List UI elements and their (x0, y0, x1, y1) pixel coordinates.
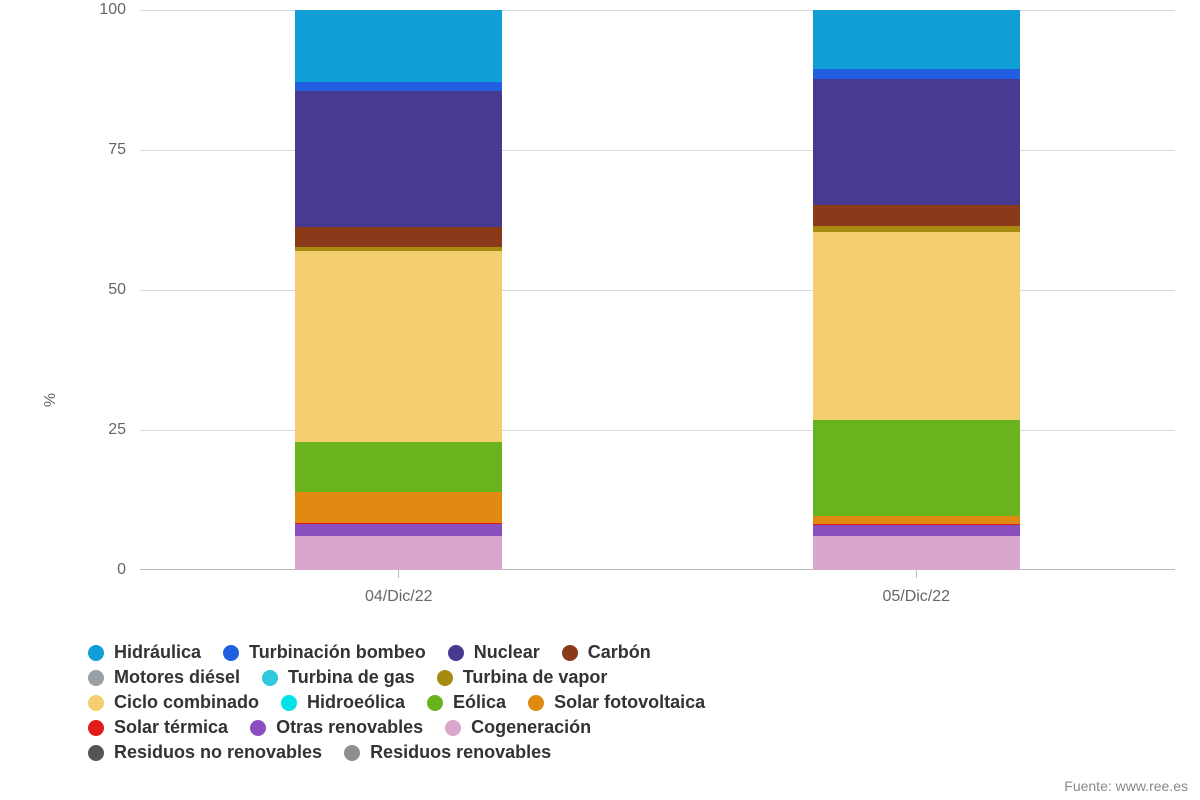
chart-legend: Hidráulica Turbinación bombeo Nuclear Carbó… (88, 642, 1138, 767)
bar-segment-eolica (295, 442, 502, 491)
y-axis-title-text: % (42, 393, 60, 407)
legend-swatch (448, 645, 464, 661)
legend-swatch (250, 720, 266, 736)
legend-label: Hidráulica (114, 642, 201, 663)
x-tick-mark (398, 570, 399, 578)
x-tick-label: 05/Dic/22 (882, 588, 950, 606)
legend-item-ciclo-combinado[interactable]: Ciclo combinado (88, 692, 259, 713)
legend-label: Nuclear (474, 642, 540, 663)
legend-swatch (427, 695, 443, 711)
bar-segment-otras-renovables (813, 525, 1020, 536)
bar-segment-turbina-de-vapor (295, 247, 502, 250)
y-tick-label: 25 (108, 421, 140, 439)
legend-item-residuos-renovables[interactable]: Residuos renovables (344, 742, 551, 763)
legend-item-nuclear[interactable]: Nuclear (448, 642, 540, 663)
legend-swatch (437, 670, 453, 686)
legend-item-solar-termica[interactable]: Solar térmica (88, 717, 228, 738)
legend-label: Turbina de vapor (463, 667, 608, 688)
bar-segment-solar-termica (295, 523, 502, 524)
legend-label: Residuos no renovables (114, 742, 322, 763)
bar-segment-solar-termica (813, 524, 1020, 525)
legend-swatch (88, 695, 104, 711)
y-tick-label: 75 (108, 141, 140, 159)
legend-item-solar-fotovoltaica[interactable]: Solar fotovoltaica (528, 692, 705, 713)
bar-segment-carbon (295, 227, 502, 248)
legend-label: Cogeneración (471, 717, 591, 738)
source-attribution: Fuente: www.ree.es (1064, 778, 1188, 794)
bar-segment-ciclo-combinado (295, 251, 502, 443)
legend-item-residuos-no-renovables[interactable]: Residuos no renovables (88, 742, 322, 763)
bar (295, 10, 502, 570)
legend-item-hidroeolica[interactable]: Hidroeólica (281, 692, 405, 713)
energy-generation-chart: % 025507510004/Dic/2205/Dic/22 Hidráulic… (0, 0, 1200, 800)
legend-swatch (223, 645, 239, 661)
legend-item-otras-renovables[interactable]: Otras renovables (250, 717, 423, 738)
legend-item-turbinacion-bombeo[interactable]: Turbinación bombeo (223, 642, 426, 663)
legend-swatch (445, 720, 461, 736)
legend-swatch (88, 745, 104, 761)
bar-segment-turbinacion-bombeo (813, 69, 1020, 79)
legend-label: Residuos renovables (370, 742, 551, 763)
bar (813, 10, 1020, 570)
legend-label: Carbón (588, 642, 651, 663)
legend-label: Motores diésel (114, 667, 240, 688)
legend-swatch (562, 645, 578, 661)
x-tick-mark (916, 570, 917, 578)
y-tick-label: 0 (117, 561, 140, 579)
legend-item-motores-diesel[interactable]: Motores diésel (88, 667, 240, 688)
legend-swatch (344, 745, 360, 761)
y-tick-label: 100 (99, 1, 140, 19)
legend-label: Ciclo combinado (114, 692, 259, 713)
legend-label: Solar fotovoltaica (554, 692, 705, 713)
y-axis-title: % (36, 0, 66, 800)
legend-item-turbina-de-gas[interactable]: Turbina de gas (262, 667, 415, 688)
legend-swatch (88, 670, 104, 686)
bar-segment-hidraulica (295, 10, 502, 82)
plot-area: 025507510004/Dic/2205/Dic/22 (140, 10, 1175, 570)
legend-label: Hidroeólica (307, 692, 405, 713)
bar-segment-nuclear (295, 91, 502, 227)
legend-swatch (262, 670, 278, 686)
legend-item-eolica[interactable]: Eólica (427, 692, 506, 713)
legend-label: Solar térmica (114, 717, 228, 738)
bar-segment-otras-renovables (295, 524, 502, 536)
legend-item-carbon[interactable]: Carbón (562, 642, 651, 663)
bar-segment-hidraulica (813, 10, 1020, 69)
bar-segment-turbina-de-vapor (813, 226, 1020, 233)
legend-label: Eólica (453, 692, 506, 713)
bar-segment-solar-fotovoltaica (813, 516, 1020, 524)
legend-swatch (88, 645, 104, 661)
bar-segment-cogeneracion (295, 536, 502, 570)
y-tick-label: 50 (108, 281, 140, 299)
bar-segment-nuclear (813, 79, 1020, 205)
bar-segment-ciclo-combinado (813, 232, 1020, 420)
bar-segment-turbinacion-bombeo (295, 82, 502, 91)
x-tick-label: 04/Dic/22 (365, 588, 433, 606)
bar-segment-cogeneracion (813, 536, 1020, 570)
legend-item-hidraulica[interactable]: Hidráulica (88, 642, 201, 663)
legend-swatch (528, 695, 544, 711)
legend-label: Otras renovables (276, 717, 423, 738)
legend-swatch (88, 720, 104, 736)
bar-segment-solar-fotovoltaica (295, 492, 502, 523)
bar-segment-eolica (813, 420, 1020, 516)
legend-label: Turbina de gas (288, 667, 415, 688)
legend-item-cogeneracion[interactable]: Cogeneración (445, 717, 591, 738)
legend-item-turbina-de-vapor[interactable]: Turbina de vapor (437, 667, 608, 688)
legend-swatch (281, 695, 297, 711)
bar-segment-carbon (813, 205, 1020, 226)
legend-label: Turbinación bombeo (249, 642, 426, 663)
